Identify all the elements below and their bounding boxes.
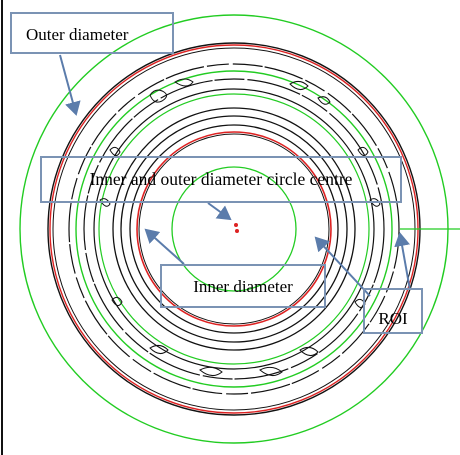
inner-ring-edge-3 <box>129 124 339 334</box>
inner-circle-centre-point <box>235 229 239 233</box>
inner-diameter-arrow <box>144 228 185 265</box>
roller-edge-blobs <box>99 78 381 376</box>
cage-edge-circle <box>68 63 400 395</box>
cage-edge-circle-3 <box>93 88 375 370</box>
inner-edge-circle <box>138 133 330 325</box>
roi-arrow-outer <box>394 232 411 291</box>
cage-edge-circle-2 <box>83 78 385 380</box>
outer-edge-circle-2 <box>52 47 416 411</box>
circle-centre-label: Inner and outer diameter circle centre <box>40 156 402 203</box>
inner-ring-edge-1 <box>112 107 356 351</box>
roi-label: ROI <box>363 288 423 334</box>
outer-diameter-fit-circle <box>49 44 419 414</box>
outer-diameter-arrow <box>59 54 81 116</box>
inner-diameter-label: Inner diameter <box>160 264 326 308</box>
roi-arrow-inner <box>314 236 371 297</box>
inner-green-ring <box>98 93 370 365</box>
inner-ring-edge-2 <box>120 115 348 343</box>
inner-diameter-fit-circle <box>136 131 332 327</box>
centre-arrow <box>207 202 232 221</box>
middle-roi-circle <box>75 70 393 388</box>
outer-circle-centre-point <box>234 223 238 227</box>
inner-roi-circle <box>171 166 297 292</box>
outer-diameter-label: Outer diameter <box>10 12 174 54</box>
